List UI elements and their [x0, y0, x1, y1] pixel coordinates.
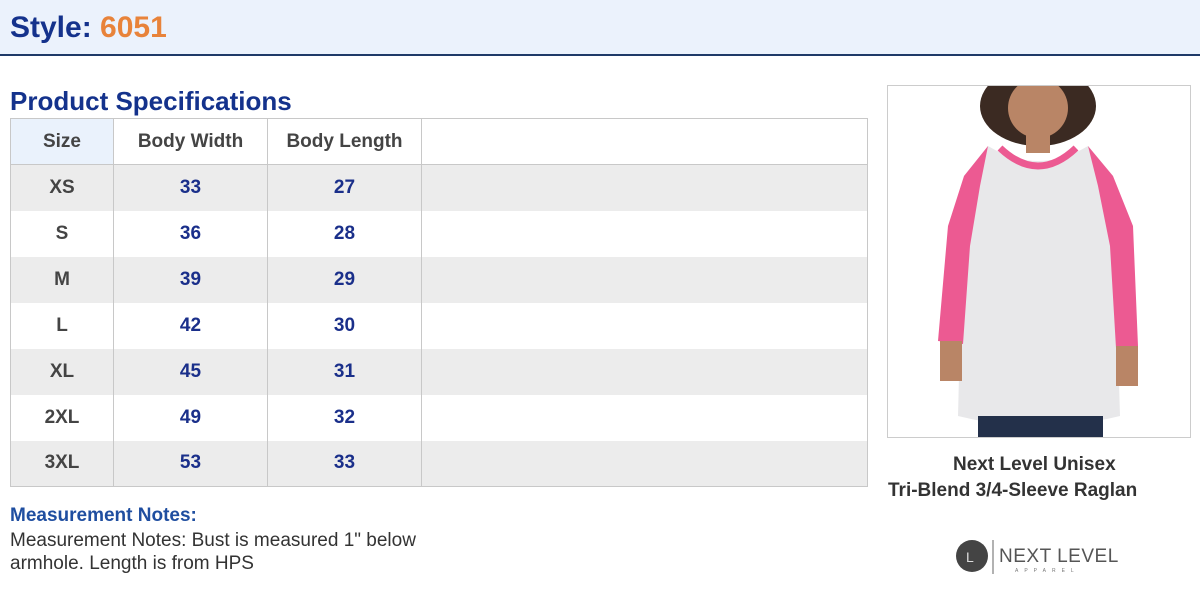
cell-size: M [10, 256, 114, 303]
cell-size: 2XL [10, 394, 114, 441]
spec-table: Size Body Width Body Length XS 33 27 S 36 28 M… [10, 118, 868, 487]
cell-body-length: 29 [267, 256, 422, 303]
table-row: 2XL 49 32 [10, 394, 868, 441]
cell-body-width: 42 [113, 302, 268, 349]
column-header-empty [421, 118, 868, 165]
style-label: Style: [10, 11, 92, 44]
notes-text: Measurement Notes: Bust is measured 1" b… [10, 530, 416, 574]
cell-size: XS [10, 164, 114, 211]
product-name-line2: Tri-Blend 3/4-Sleeve Raglan [888, 480, 1138, 501]
brand-logo: L NEXT LEVEL APPAREL [955, 538, 1125, 578]
svg-text:APPAREL: APPAREL [1015, 568, 1080, 574]
cell-size: 3XL [10, 440, 114, 487]
table-row: S 36 28 [10, 210, 868, 257]
column-header-size: Size [10, 118, 114, 165]
table-row: 3XL 53 33 [10, 440, 868, 487]
cell-body-width: 45 [113, 348, 268, 395]
cell-body-width: 53 [113, 440, 268, 487]
notes-title: Measurement Notes: [10, 505, 197, 526]
svg-text:NEXT LEVEL: NEXT LEVEL [999, 546, 1119, 567]
cell-body-length: 31 [267, 348, 422, 395]
product-image [887, 85, 1191, 438]
table-row: L 42 30 [10, 302, 868, 349]
cell-body-width: 36 [113, 210, 268, 257]
style-header: Style: 6051 [0, 0, 1200, 56]
svg-text:L: L [966, 549, 974, 565]
cell-empty [421, 210, 868, 257]
cell-size: L [10, 302, 114, 349]
table-row: M 39 29 [10, 256, 868, 303]
cell-body-length: 33 [267, 440, 422, 487]
cell-empty [421, 164, 868, 211]
column-header-body-width: Body Width [113, 118, 268, 165]
cell-empty [421, 256, 868, 303]
table-row: XL 45 31 [10, 348, 868, 395]
table-row: XS 33 27 [10, 164, 868, 211]
cell-empty [421, 348, 868, 395]
cell-body-length: 28 [267, 210, 422, 257]
style-number: 6051 [100, 11, 167, 44]
section-title: Product Specifications [10, 86, 292, 116]
product-name: Next Level Unisex Tri-Blend 3/4-Sleeve R… [888, 452, 1188, 504]
cell-size: S [10, 210, 114, 257]
cell-body-length: 30 [267, 302, 422, 349]
style-title: Style: 6051 [10, 11, 167, 45]
product-name-line1: Next Level Unisex [953, 454, 1116, 475]
cell-empty [421, 394, 868, 441]
cell-body-width: 33 [113, 164, 268, 211]
cell-body-width: 39 [113, 256, 268, 303]
column-header-body-length: Body Length [267, 118, 422, 165]
cell-body-width: 49 [113, 394, 268, 441]
cell-empty [421, 440, 868, 487]
cell-body-length: 27 [267, 164, 422, 211]
cell-empty [421, 302, 868, 349]
cell-size: XL [10, 348, 114, 395]
cell-body-length: 32 [267, 394, 422, 441]
